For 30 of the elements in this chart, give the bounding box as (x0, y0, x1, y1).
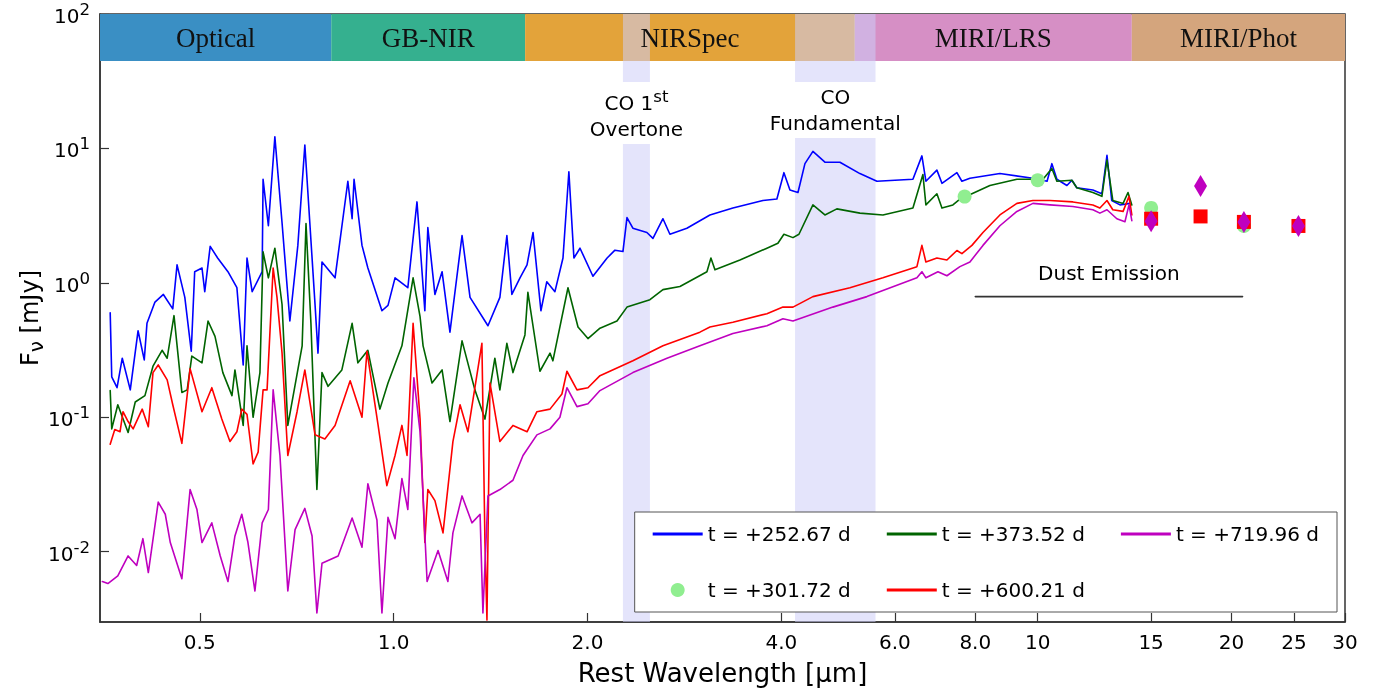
x-tick-label: 30 (1332, 630, 1358, 654)
band-label: CO Fundamental (765, 82, 905, 138)
x-tick-label: 20 (1218, 630, 1245, 654)
y-tick-label: 10$^{-1}$ (47, 403, 90, 432)
band-label: MIRI/LRS (934, 22, 1052, 53)
x-tick-label: 25 (1281, 630, 1307, 654)
x-tick-label: 6.0 (878, 630, 911, 654)
legend-label: t = +719.96 d (1175, 522, 1319, 546)
x-tick-label: 0.5 (183, 630, 216, 654)
annotation: Dust Emission (1038, 260, 1180, 285)
x-tick-label: 1.0 (377, 630, 410, 654)
band-label: GB-NIR (381, 22, 475, 53)
x-tick-label: 2.0 (571, 630, 604, 654)
x-tick-label: 8.0 (959, 630, 992, 654)
x-axis-title: Rest Wavelength [µm] (577, 658, 868, 688)
x-tick-label: 4.0 (765, 630, 798, 654)
x-tick-label: 15 (1138, 630, 1164, 654)
band-label: MIRI/Phot (1179, 22, 1298, 53)
legend-label: t = +301.72 d (707, 578, 851, 602)
y-tick-label: 10$^{1}$ (53, 134, 90, 163)
band-label: Optical (175, 22, 256, 53)
y-tick-label: 10$^{2}$ (53, 0, 90, 28)
y-tick-label: 10$^{0}$ (53, 269, 90, 297)
band-label: CO 1$^{st}$ Overtone (585, 82, 688, 144)
y-tick-label: 10$^{-2}$ (47, 537, 90, 566)
band-label: NIRSpec (640, 22, 740, 53)
legend-label: t = +600.21 d (941, 578, 1085, 602)
legend-label: t = +252.67 d (707, 522, 851, 546)
legend-label: t = +373.52 d (941, 522, 1085, 546)
x-tick-label: 10 (1024, 630, 1051, 654)
